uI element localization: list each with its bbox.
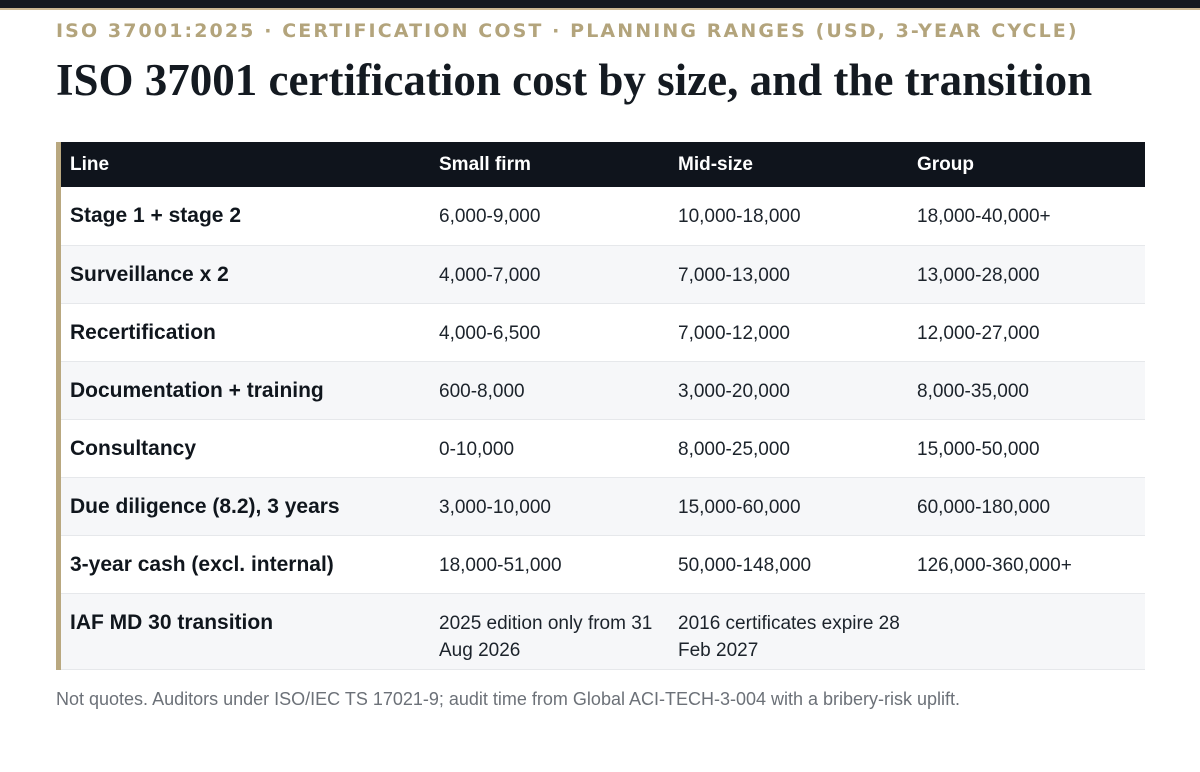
row-label: Stage 1 + stage 2 [61,187,430,246]
cell-mid-size: 50,000-148,000 [669,535,908,594]
row-label: Recertification [61,303,430,362]
cell-mid-size: 8,000-25,000 [669,419,908,478]
row-label: Documentation + training [61,361,430,420]
cell-small-firm: 2025 edition only from 31 Aug 2026 [430,593,669,670]
column-header-line: Line [61,142,430,187]
table-row: Surveillance x 2 4,000-7,000 7,000-13,00… [61,245,1145,304]
cell-mid-size: 7,000-12,000 [669,303,908,362]
table-row: Stage 1 + stage 2 6,000-9,000 10,000-18,… [61,187,1145,246]
table-row: Recertification 4,000-6,500 7,000-12,000… [61,303,1145,362]
page-title: ISO 37001 certification cost by size, an… [56,55,1093,105]
cell-small-firm: 18,000-51,000 [430,535,669,594]
cell-small-firm: 4,000-7,000 [430,245,669,304]
cost-table: Line Small firm Mid-size Group Stage 1 +… [61,142,1145,670]
cell-mid-size: 15,000-60,000 [669,477,908,536]
row-label: Consultancy [61,419,430,478]
table-row: IAF MD 30 transition 2025 edition only f… [61,593,1145,670]
cell-group [908,593,1145,670]
cell-group: 126,000-360,000+ [908,535,1145,594]
cell-group: 60,000-180,000 [908,477,1145,536]
column-header-small-firm: Small firm [430,142,669,187]
table-row: 3-year cash (excl. internal) 18,000-51,0… [61,535,1145,594]
cell-small-firm: 3,000-10,000 [430,477,669,536]
cell-small-firm: 600-8,000 [430,361,669,420]
table-body: Stage 1 + stage 2 6,000-9,000 10,000-18,… [61,187,1145,670]
cell-mid-size: 7,000-13,000 [669,245,908,304]
table-row: Due diligence (8.2), 3 years 3,000-10,00… [61,477,1145,536]
cost-table-container: Line Small firm Mid-size Group Stage 1 +… [56,142,1145,670]
cell-mid-size: 3,000-20,000 [669,361,908,420]
cell-group: 12,000-27,000 [908,303,1145,362]
footnote: Not quotes. Auditors under ISO/IEC TS 17… [56,689,961,709]
cell-group: 13,000-28,000 [908,245,1145,304]
column-header-group: Group [908,142,1145,187]
cell-small-firm: 0-10,000 [430,419,669,478]
cell-group: 8,000-35,000 [908,361,1145,420]
top-rule [0,0,1200,8]
cell-small-firm: 4,000-6,500 [430,303,669,362]
table-row: Documentation + training 600-8,000 3,000… [61,361,1145,420]
row-label: Surveillance x 2 [61,245,430,304]
table-row: Consultancy 0-10,000 8,000-25,000 15,000… [61,419,1145,478]
cell-group: 18,000-40,000+ [908,187,1145,246]
cell-group: 15,000-50,000 [908,419,1145,478]
table-header: Line Small firm Mid-size Group [61,142,1145,187]
column-header-mid-size: Mid-size [669,142,908,187]
cell-small-firm: 6,000-9,000 [430,187,669,246]
kicker: ISO 37001:2025 · CERTIFICATION COST · PL… [56,20,1079,42]
header-row: Line Small firm Mid-size Group [61,142,1145,187]
row-label: Due diligence (8.2), 3 years [61,477,430,536]
row-label: IAF MD 30 transition [61,593,430,670]
cell-mid-size: 2016 certificates expire 28 Feb 2027 [669,593,908,670]
row-label: 3-year cash (excl. internal) [61,535,430,594]
cell-mid-size: 10,000-18,000 [669,187,908,246]
top-rule-accent [0,8,1200,10]
